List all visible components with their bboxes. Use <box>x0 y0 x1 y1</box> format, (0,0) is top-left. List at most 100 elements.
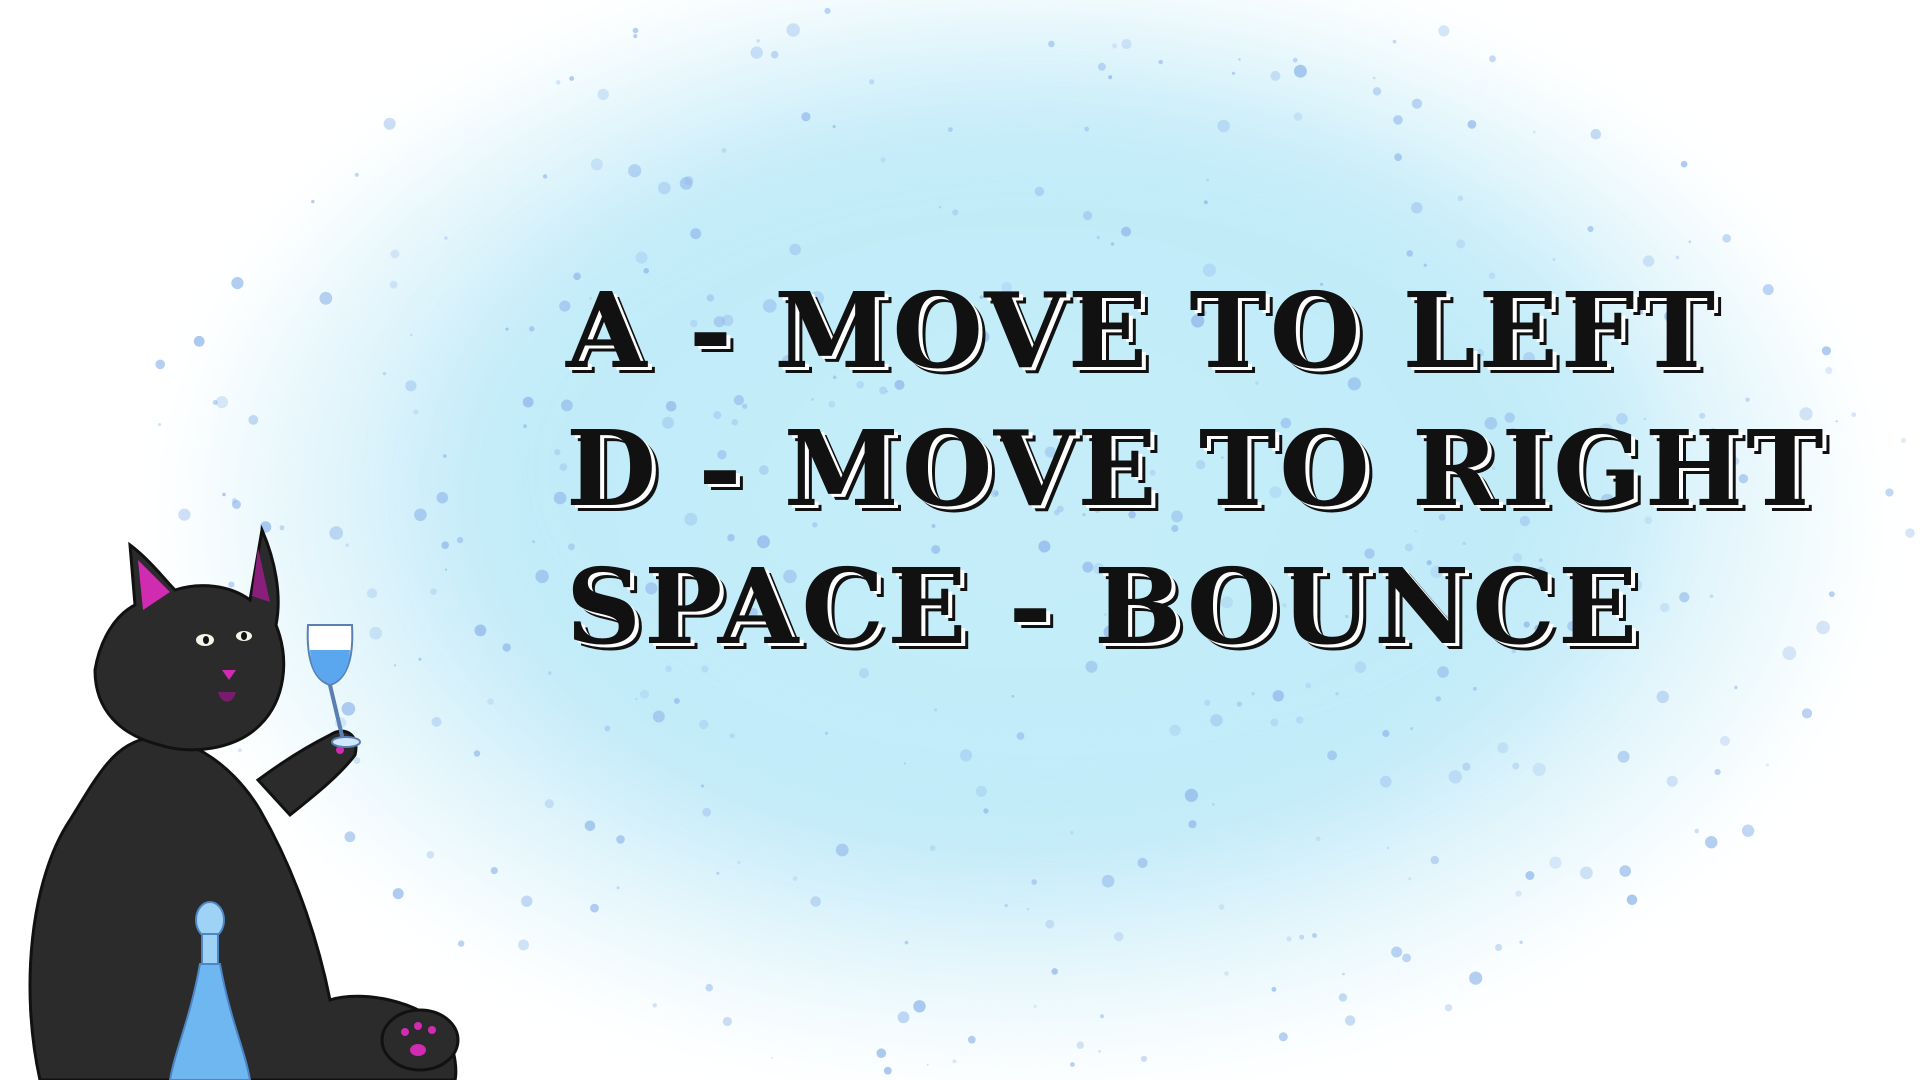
paint-speckle <box>1714 768 1721 776</box>
paint-speckle <box>473 750 481 757</box>
paint-speckle <box>1056 505 1064 513</box>
paint-speckle <box>1076 1041 1085 1049</box>
paint-speckle <box>1395 606 1400 611</box>
paint-speckle <box>1094 505 1101 513</box>
paint-speckle <box>801 112 811 122</box>
paint-speckle <box>222 492 226 497</box>
paint-speckle <box>679 177 693 190</box>
paint-speckle <box>1675 255 1680 260</box>
paint-speckle <box>1709 594 1714 598</box>
paint-speckle <box>1293 64 1307 78</box>
paint-speckle <box>1635 302 1647 315</box>
paint-speckle <box>597 88 609 101</box>
paint-speckle <box>1762 284 1774 296</box>
paint-speckle <box>885 487 892 494</box>
paint-speckle <box>1011 694 1015 698</box>
paint-speckle <box>1644 516 1652 525</box>
paint-speckle <box>929 845 936 851</box>
paint-speckle <box>975 785 987 797</box>
paint-speckle <box>1745 397 1750 402</box>
paint-speckle <box>1731 457 1740 465</box>
paint-speckle <box>554 449 561 456</box>
paint-speckle <box>1295 716 1304 724</box>
paint-speckle <box>705 983 713 992</box>
paint-speckle <box>248 415 259 425</box>
cat-head <box>93 524 286 752</box>
paint-speckle <box>1083 211 1093 221</box>
paint-speckle <box>1406 250 1413 257</box>
paint-speckle <box>684 175 694 186</box>
paint-speckle <box>742 614 748 621</box>
paint-speckle <box>1070 831 1074 835</box>
paint-speckle <box>1448 770 1463 784</box>
paint-speckle <box>1656 690 1670 704</box>
paint-speckle <box>1101 317 1106 322</box>
paint-speckle <box>1204 699 1211 706</box>
paint-speckle <box>1443 615 1452 624</box>
paint-speckle <box>1404 543 1413 552</box>
paint-speckle <box>1093 563 1105 575</box>
paint-speckle <box>994 491 999 496</box>
paint-speckle <box>1191 314 1205 328</box>
paint-speckle <box>810 291 825 306</box>
paint-speckle <box>1885 488 1894 497</box>
paint-speckle <box>1293 112 1303 121</box>
paint-speckle <box>1549 856 1562 869</box>
paint-speckle <box>555 80 561 85</box>
paint-speckle <box>786 23 800 37</box>
paint-speckle <box>490 867 498 875</box>
paint-speckle <box>1269 486 1282 499</box>
paint-speckle <box>410 333 413 336</box>
paint-speckle <box>1271 987 1277 992</box>
paint-speckle <box>926 1063 929 1066</box>
paint-speckle <box>959 749 973 762</box>
paint-speckle <box>1444 1004 1453 1012</box>
paint-speckle <box>1121 38 1132 50</box>
paint-speckle <box>535 569 549 584</box>
paint-speckle <box>418 657 422 661</box>
paint-speckle <box>727 533 735 542</box>
paint-speckle <box>1345 614 1349 619</box>
paint-speckle <box>832 125 836 129</box>
black-cat-icon <box>28 524 460 1080</box>
paint-speckle <box>1305 682 1312 689</box>
paint-speckle <box>590 903 599 913</box>
controls-list: A - MOVE TO LEFT D - MOVE TO RIGHT SPACE… <box>566 262 1824 676</box>
paint-speckle <box>228 581 235 588</box>
paint-speckle <box>1722 234 1731 243</box>
paint-speckle <box>1140 1055 1148 1062</box>
paint-speckle <box>700 784 704 788</box>
paint-speckle <box>1410 727 1414 731</box>
paint-speckle <box>952 1059 957 1064</box>
paint-speckle <box>1171 524 1179 533</box>
paint-speckle <box>405 380 417 392</box>
paint-speckle <box>1619 865 1631 877</box>
paint-speckle <box>1128 510 1136 519</box>
paint-speckle <box>1705 836 1718 849</box>
paint-speckle <box>1851 412 1857 418</box>
paint-speckle <box>869 461 878 470</box>
paint-speckle <box>1215 571 1222 578</box>
paint-speckle <box>733 395 745 406</box>
paint-speckle <box>1128 325 1135 332</box>
paint-speckle <box>1108 75 1113 80</box>
paint-speckle <box>1534 624 1542 633</box>
paint-speckle <box>1292 57 1298 63</box>
paint-speckle <box>1782 646 1797 661</box>
paint-speckle <box>1111 438 1115 442</box>
paint-speckle <box>1590 128 1602 140</box>
paint-speckle <box>869 79 875 85</box>
paint-speckle <box>523 424 527 429</box>
paint-speckle <box>1272 690 1285 702</box>
paint-speckle <box>669 567 678 576</box>
paint-speckle <box>1051 968 1058 975</box>
paint-speckle <box>750 46 763 59</box>
paint-speckle <box>674 698 680 704</box>
paint-speckle <box>928 638 939 650</box>
paint-speckle <box>628 488 638 499</box>
paint-speckle <box>824 731 829 735</box>
paint-speckle <box>568 543 575 551</box>
paint-speckle <box>1112 599 1120 608</box>
paint-speckle <box>1217 119 1230 133</box>
